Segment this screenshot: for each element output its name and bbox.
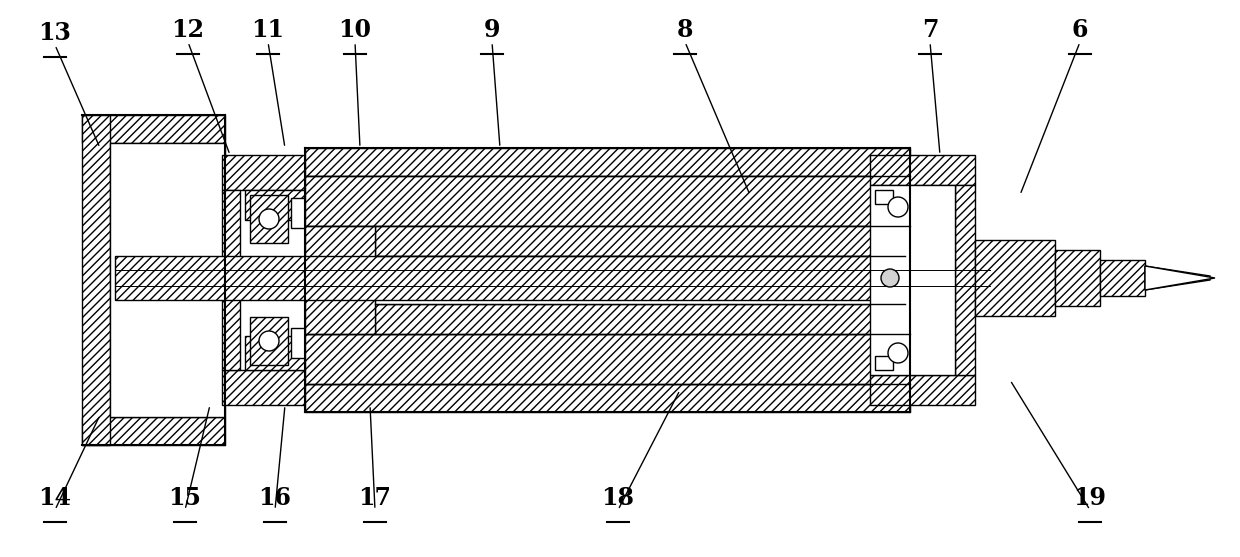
Bar <box>305 384 910 412</box>
Bar <box>870 155 975 185</box>
Bar <box>870 375 975 405</box>
Bar <box>875 356 893 370</box>
Bar <box>374 256 905 304</box>
Bar <box>82 115 110 445</box>
Circle shape <box>259 331 279 351</box>
Bar <box>374 304 905 334</box>
Bar <box>305 334 910 384</box>
Bar <box>875 190 893 204</box>
Bar <box>250 317 288 365</box>
Text: 12: 12 <box>171 18 205 42</box>
Text: 7: 7 <box>921 18 939 42</box>
Bar <box>110 143 224 417</box>
Text: 6: 6 <box>1071 18 1089 42</box>
Polygon shape <box>1145 266 1215 290</box>
Circle shape <box>259 209 279 229</box>
Text: 13: 13 <box>38 21 72 45</box>
Bar <box>291 198 309 228</box>
Text: 9: 9 <box>484 18 500 42</box>
Bar <box>870 185 955 375</box>
Bar <box>1100 260 1145 296</box>
Bar <box>374 226 905 256</box>
Bar <box>305 148 910 176</box>
Bar <box>250 195 288 243</box>
Text: 15: 15 <box>169 486 201 510</box>
Bar <box>1055 250 1100 306</box>
Bar <box>82 115 224 143</box>
Text: 10: 10 <box>339 18 372 42</box>
Text: 14: 14 <box>38 486 72 510</box>
Bar <box>975 240 1055 316</box>
Text: 8: 8 <box>677 18 693 42</box>
Circle shape <box>888 197 908 217</box>
Circle shape <box>880 269 899 287</box>
Text: 18: 18 <box>601 486 635 510</box>
Bar <box>115 256 990 300</box>
Bar <box>305 176 910 226</box>
Bar <box>305 226 374 334</box>
Bar <box>222 370 310 405</box>
Bar <box>246 190 365 220</box>
Text: 11: 11 <box>252 18 284 42</box>
Text: 19: 19 <box>1074 486 1106 510</box>
Bar <box>955 185 975 375</box>
Bar <box>222 155 310 190</box>
Polygon shape <box>1145 266 1210 290</box>
Text: 16: 16 <box>258 486 291 510</box>
Circle shape <box>888 343 908 363</box>
Text: 17: 17 <box>358 486 392 510</box>
Bar <box>246 336 365 370</box>
Bar <box>82 417 224 445</box>
Bar <box>222 190 241 370</box>
Bar <box>291 328 309 358</box>
